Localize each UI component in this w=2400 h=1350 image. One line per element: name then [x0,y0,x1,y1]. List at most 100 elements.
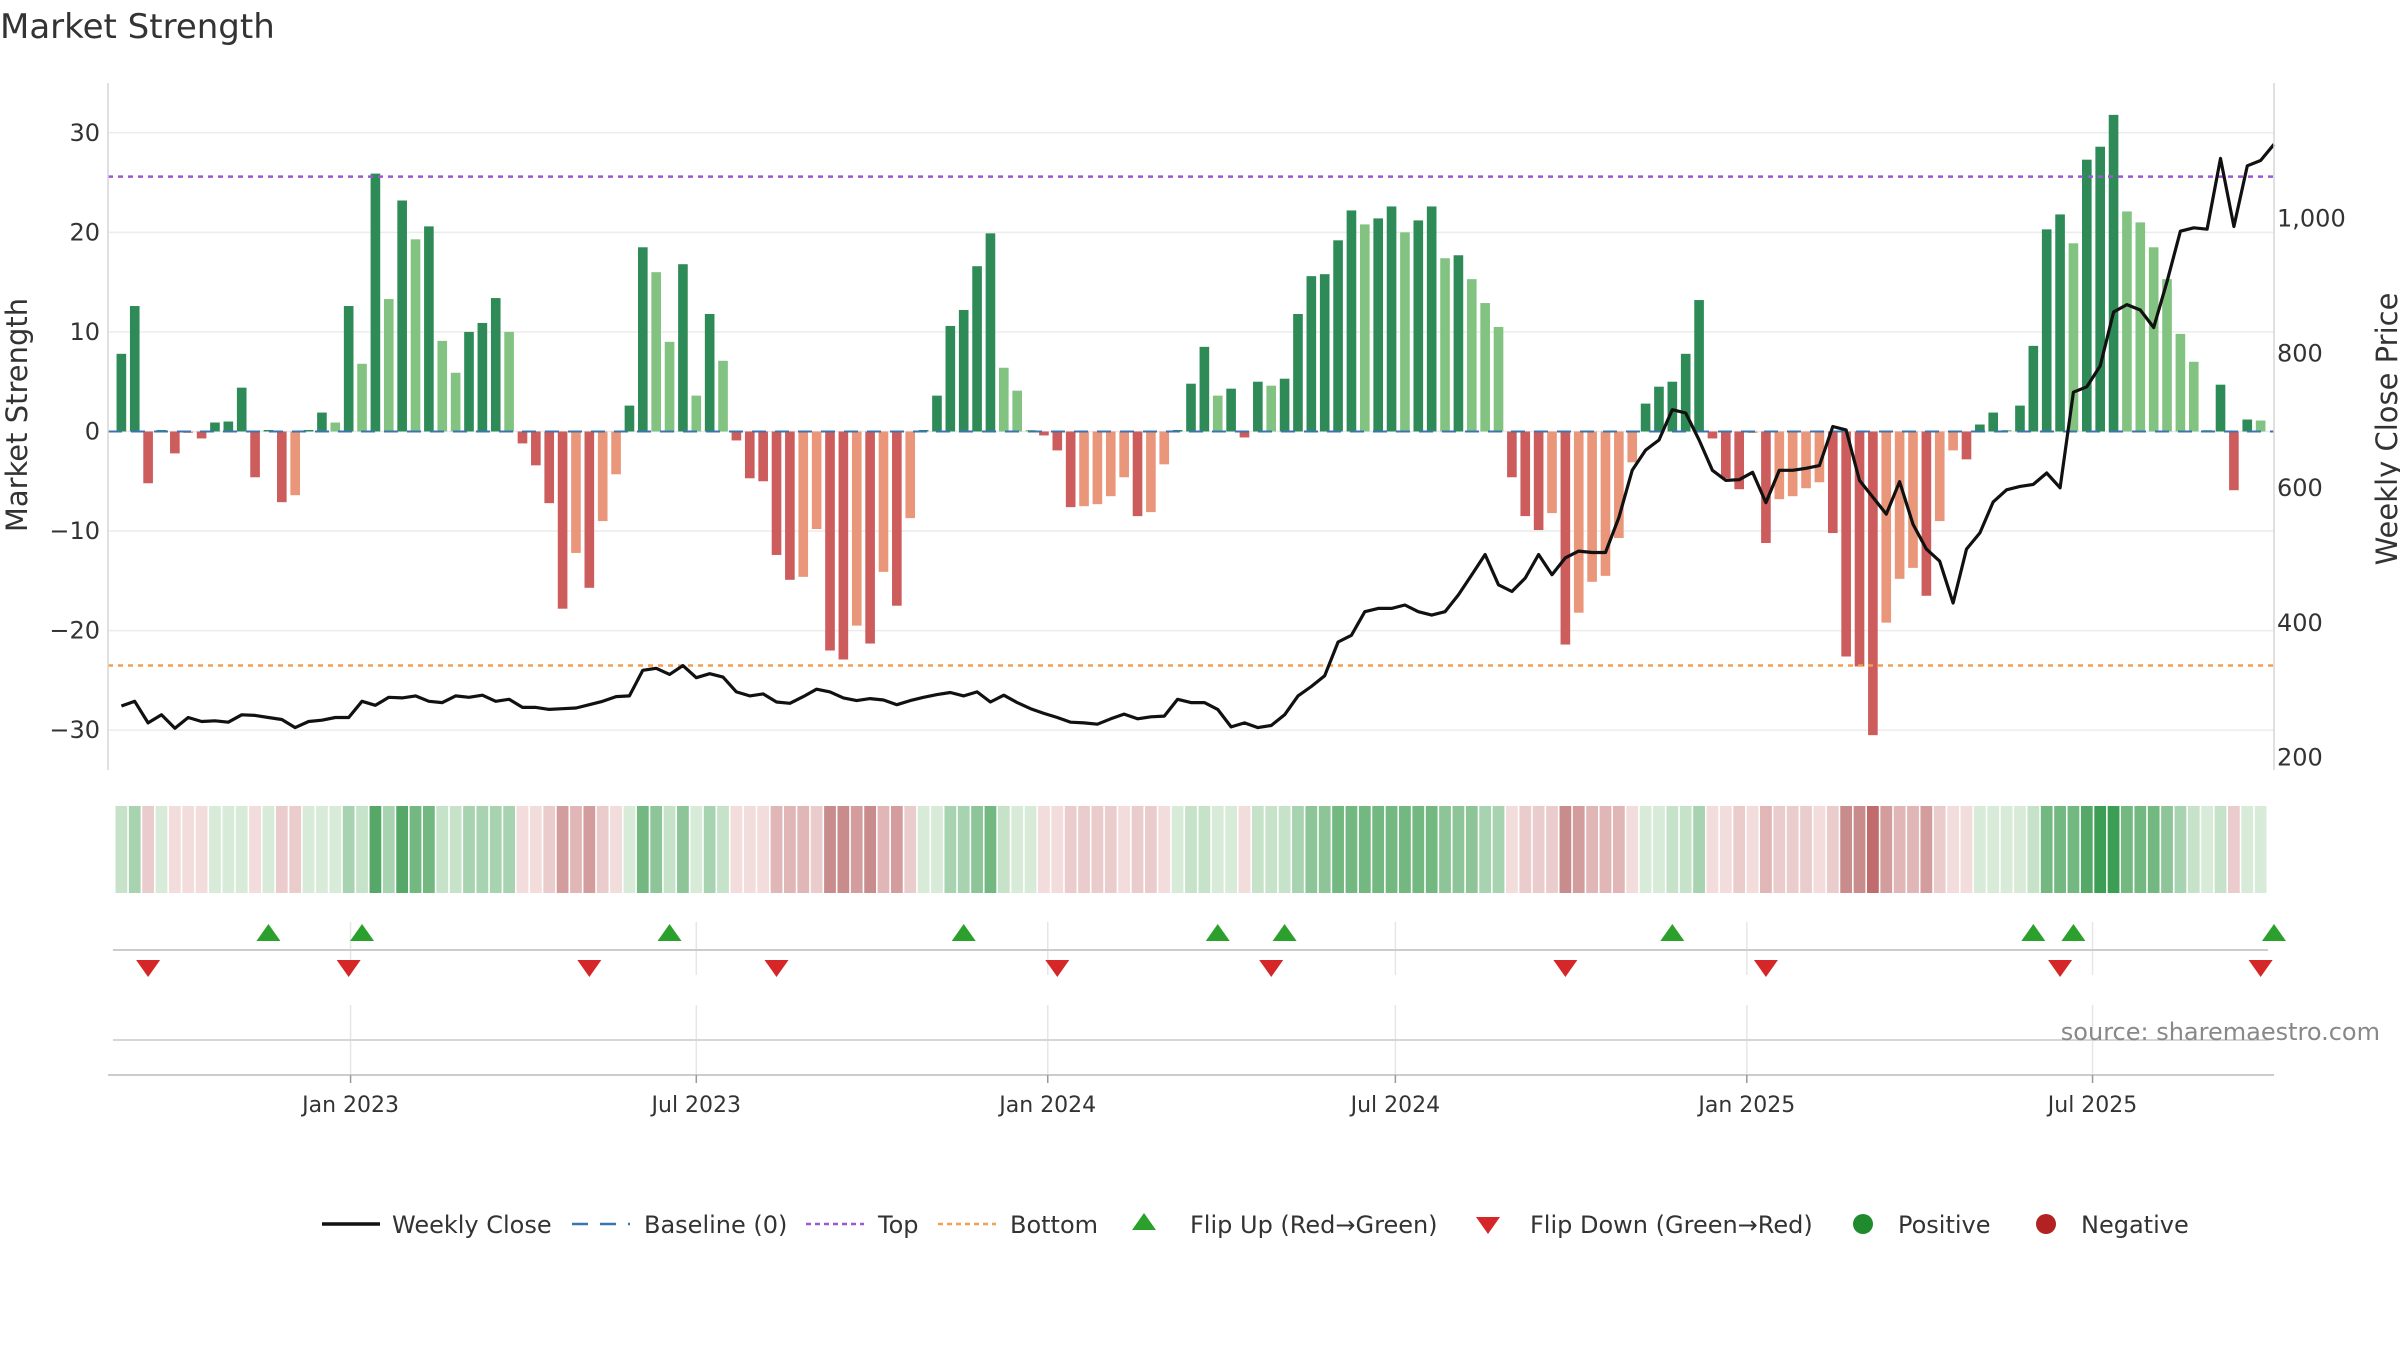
heat-cell [1853,806,1866,893]
strength-bar [1226,388,1236,432]
strength-bar [210,422,220,432]
heat-cell [382,806,395,893]
heat-cell [1091,806,1104,893]
strength-bar [1533,431,1544,531]
heat-cell [1452,806,1465,893]
weekly-close-line-group [120,143,2276,730]
strength-bar [357,363,367,432]
heat-cell [1078,806,1090,893]
heat-cell [1653,806,1665,893]
heat-cell [1719,806,1732,893]
heat-cell [1225,806,1237,893]
strength-bar [1293,313,1303,432]
heat-cell [1198,806,1211,893]
legend-label: Baseline (0) [644,1211,787,1239]
heat-cell [423,806,435,893]
strength-bar [437,340,448,432]
heat-cell [971,806,983,893]
strength-bar [424,226,434,432]
strength-bar [1199,346,1210,432]
legend-item-negative: Negative [2036,1211,2189,1239]
strength-bar [878,431,889,572]
heat-cell [2000,806,2013,893]
strength-bar [2108,114,2119,432]
strength-bar [744,431,755,479]
y-right-tick-label: 1,000 [2277,205,2346,233]
strength-bar [1052,431,1063,451]
flip-up-marker [1205,924,1230,941]
heat-cell [2161,806,2173,893]
flip-up-marker [1660,924,1685,941]
strength-bar [557,431,568,609]
heat-cell [1679,806,1692,893]
legend-circle-icon [2036,1214,2056,1234]
strength-bar [1921,431,1932,596]
strength-bar [1360,224,1370,432]
strength-bar [383,299,394,432]
x-tick-label: Jan 2023 [300,1093,399,1118]
y-axis-right-label: Weekly Close Price [2370,293,2400,566]
strength-bar [1801,431,1811,489]
heat-cell [2027,806,2040,893]
strength-bar [1707,431,1718,439]
heat-cell [677,806,689,893]
heat-cell [155,806,168,893]
strength-bar [1841,431,1851,657]
source-credit: source: sharemaestro.com [2061,1018,2380,1046]
heat-cell [1104,806,1117,893]
flip-down-marker [336,960,361,977]
heat-cell [610,806,622,893]
heat-cell [1038,806,1050,893]
heat-cell [2254,806,2267,893]
heat-cell [810,806,823,893]
y-left-tick-label: 0 [85,417,100,445]
strength-bar [1975,424,1985,432]
heat-cell [128,806,141,893]
heat-cell [1800,806,1812,893]
strength-bar [2229,431,2239,491]
strength-bar [718,360,728,432]
heat-cell [396,806,409,893]
heat-cell [596,806,609,893]
heat-cell [1813,806,1826,893]
strength-bar [1961,431,1972,460]
strength-bar [2162,279,2172,432]
heat-cell [1599,806,1612,893]
strength-bar [678,264,688,432]
strength-bar [277,431,287,503]
heat-cell [222,806,235,893]
heat-cell [168,806,181,893]
heat-cell [1358,806,1371,893]
strength-bar [1627,431,1638,463]
strength-bar [1079,431,1089,507]
heat-cell [784,806,796,893]
strength-bar [1560,431,1571,645]
heat-cell [2014,806,2026,893]
strength-bar [143,431,153,484]
strength-bar [638,247,648,432]
heat-cell [2040,806,2053,893]
legend-item-bottom: Bottom [938,1211,1098,1239]
strength-bar [196,431,207,439]
strength-bar [865,431,875,644]
heat-cell [1733,806,1746,893]
y-left-tick-label: −30 [49,716,100,744]
strength-bar [2255,420,2266,432]
strength-bar [290,431,300,496]
heat-cell [850,806,863,893]
legend-label: Flip Down (Green→Red) [1530,1211,1813,1239]
strength-bar [223,421,234,432]
strength-bar [2215,384,2226,432]
legend: Weekly Close Baseline (0) Top Bottom Flip Up… [322,1211,2189,1239]
legend-label: Negative [2081,1211,2189,1239]
strength-bar [1239,431,1250,438]
strength-bar [1105,431,1116,497]
strength-bar [1039,431,1049,436]
heat-cell [302,806,315,893]
strength-bar [1453,255,1464,432]
y-right-tick-label: 200 [2277,744,2323,772]
heat-cell [1907,806,1919,893]
heat-cell [743,806,756,893]
heat-cell [1131,806,1144,893]
strength-bar [531,431,541,466]
